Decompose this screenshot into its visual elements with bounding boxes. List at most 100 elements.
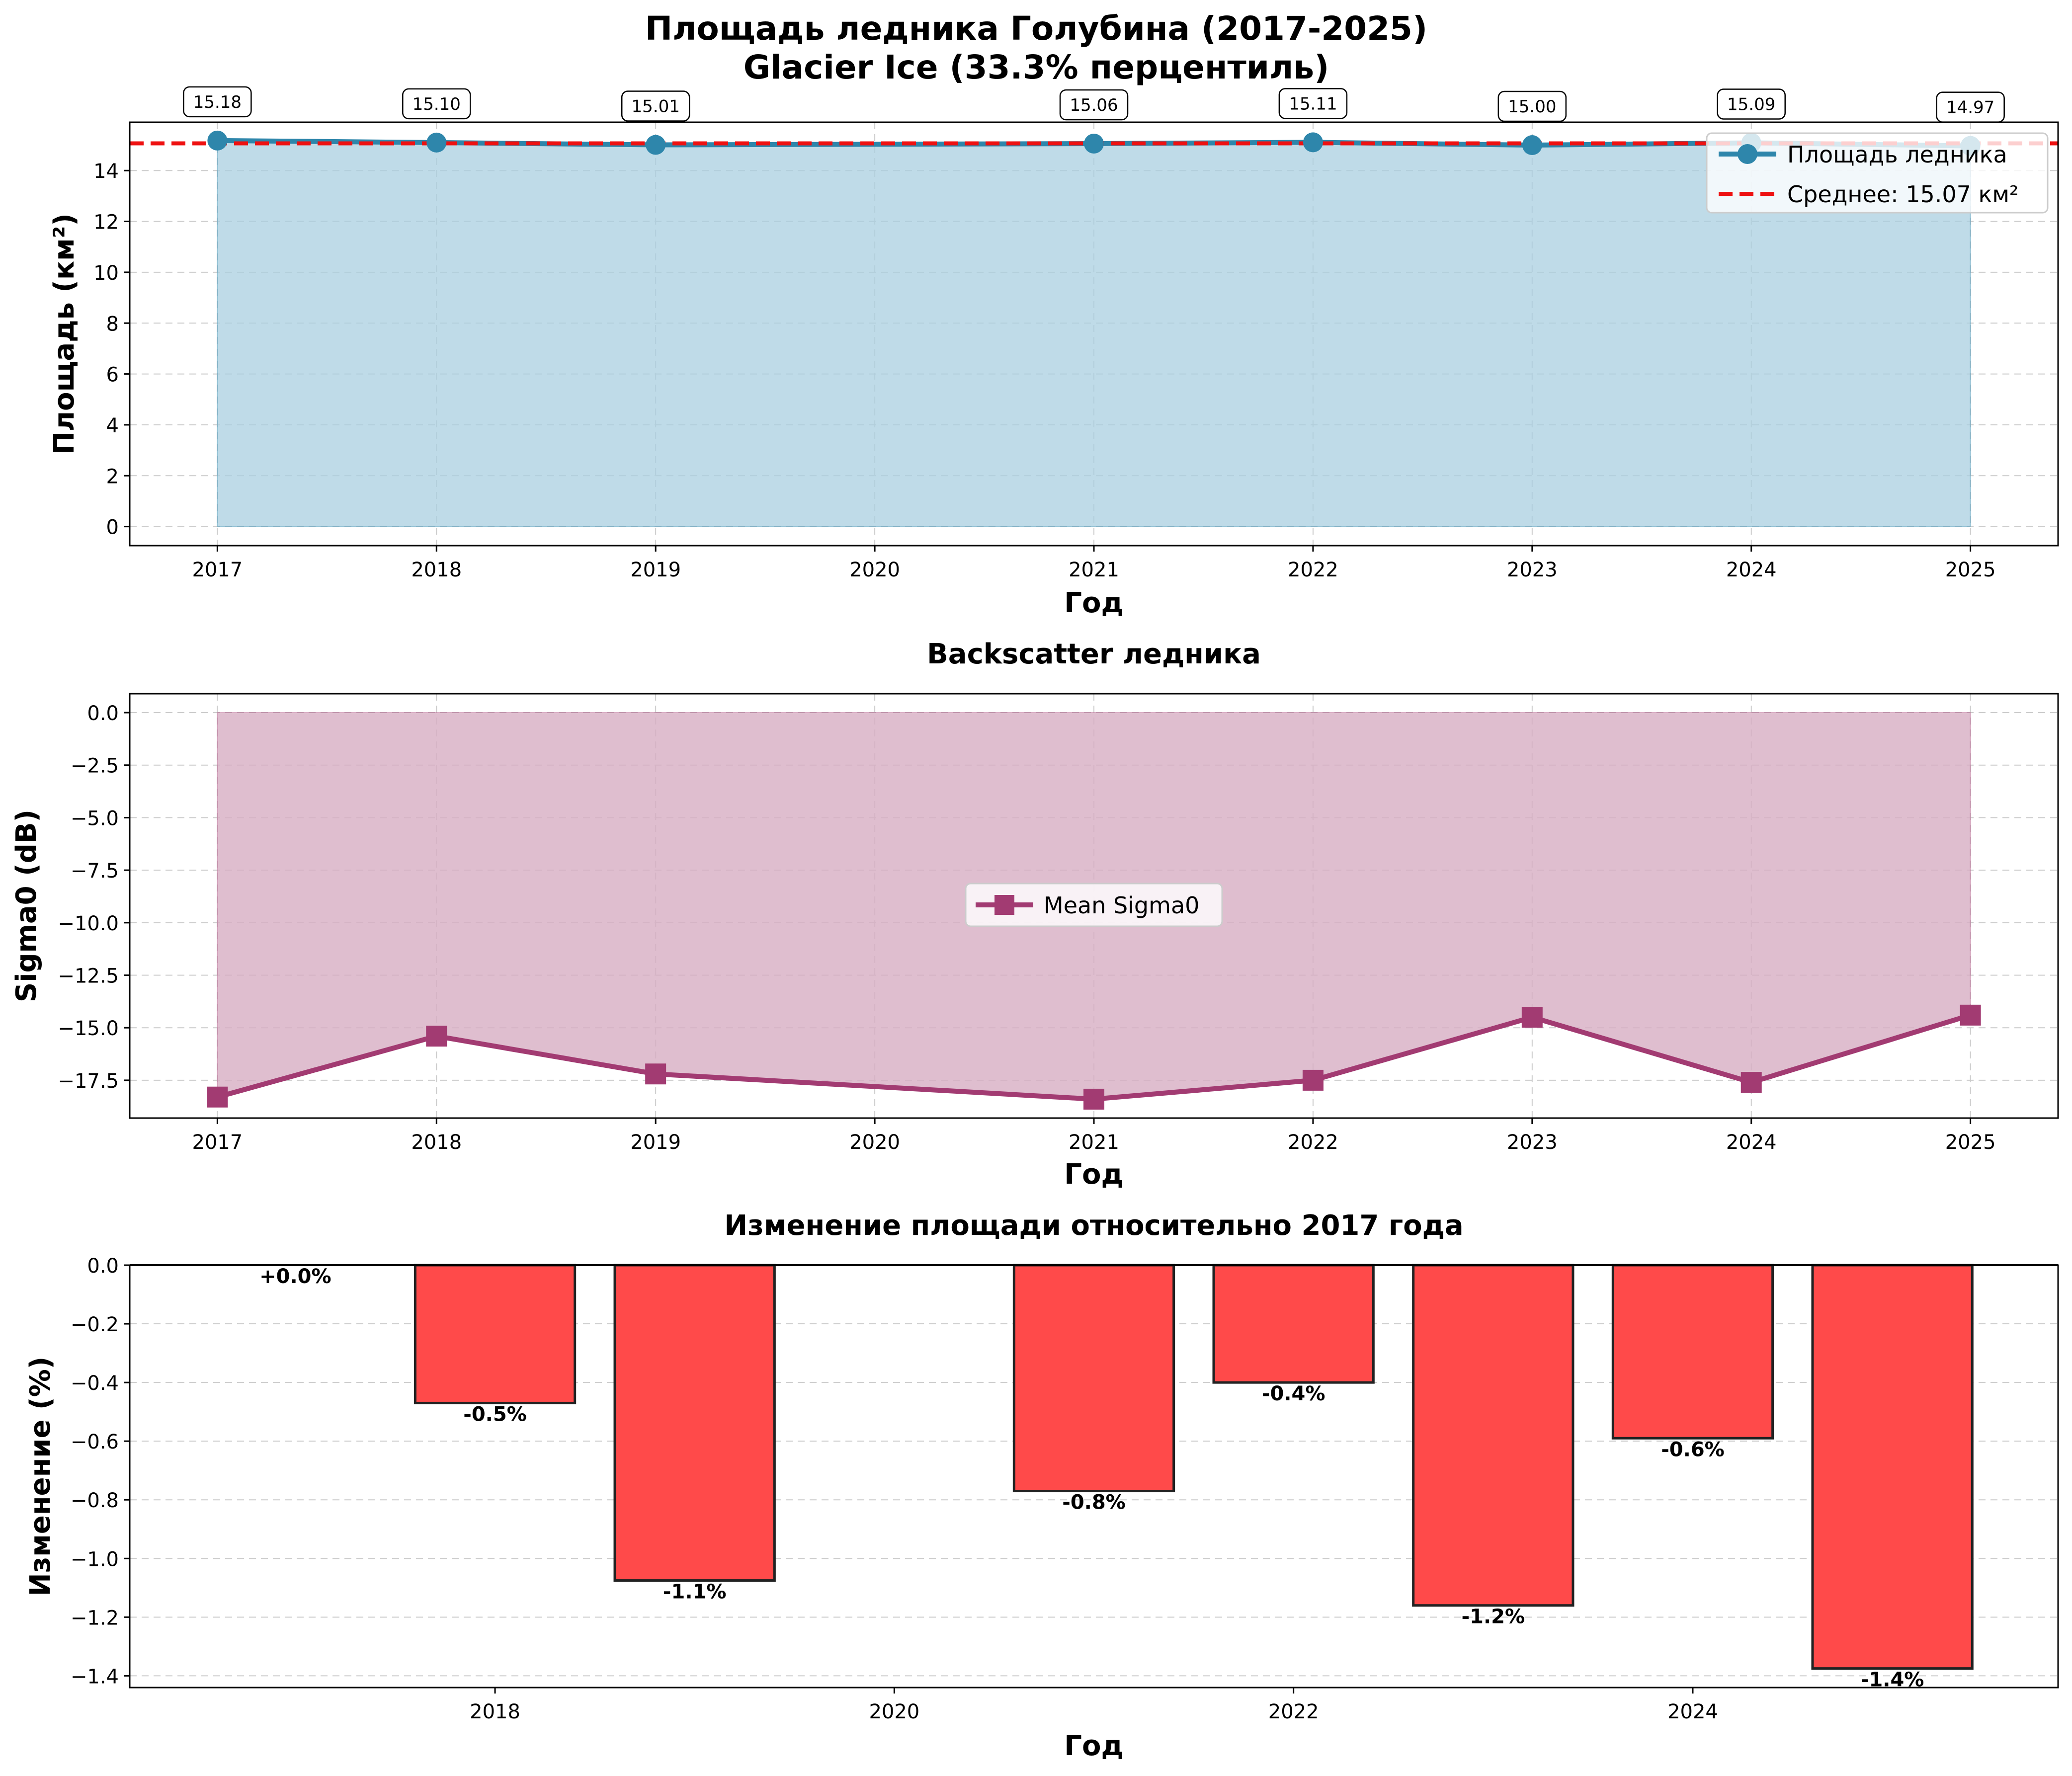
backscatter-chart-legend-box	[965, 883, 1223, 927]
change-bar-value-label: +0.0%	[259, 1265, 331, 1288]
sigma-y-tick-label: 0.0	[87, 702, 119, 725]
area-x-tick-label: 2020	[849, 559, 900, 581]
sigma-y-tick-label: −17.5	[58, 1070, 119, 1093]
change-bar-value-label: -0.4%	[1262, 1382, 1326, 1405]
area-value-label-box	[183, 86, 252, 118]
area-y-tick-label: 12	[93, 211, 119, 234]
area-value-label-box	[402, 88, 471, 120]
change-y-tick-label: 0.0	[87, 1255, 119, 1278]
change-y-tick-label: −0.8	[71, 1489, 119, 1512]
area-value-label-box	[1059, 89, 1129, 121]
change-chart-title: Изменение площади относительно 2017 года	[724, 1210, 1463, 1242]
sigma-legend-marker-swatch	[995, 895, 1014, 915]
area-y-tick-label: 6	[106, 364, 119, 387]
change-bar-value-label: -1.1%	[663, 1581, 727, 1604]
sigma-point	[1960, 1004, 1981, 1026]
area-chart-x-axis-label: Год	[1064, 587, 1123, 619]
area-value-label: 15.06	[1070, 95, 1118, 115]
backscatter-chart-title: Backscatter ледника	[927, 638, 1261, 670]
area-value-label: 15.10	[413, 94, 461, 114]
sigma-x-tick-label: 2025	[1945, 1131, 1996, 1154]
change-y-tick-label: −0.2	[71, 1313, 119, 1336]
area-y-tick-label: 8	[106, 313, 119, 335]
change-bar-value-label: -1.2%	[1462, 1606, 1525, 1628]
change-x-tick-label: 2024	[1667, 1700, 1718, 1723]
area-value-label: 15.09	[1727, 94, 1775, 114]
area-y-tick-label: 10	[93, 262, 119, 285]
sigma-x-tick-label: 2017	[192, 1131, 243, 1154]
sigma-point	[207, 1086, 228, 1108]
area-point	[207, 130, 228, 151]
sigma-y-tick-label: −5.0	[71, 807, 119, 830]
backscatter-chart-ticks: 0.0 −2.5 −5.0 −7.5 −10.0 −12.5 −15.0 −17.5 2017 2…	[58, 702, 1995, 1154]
change-chart-y-axis-label: Изменение (%)	[24, 1357, 57, 1597]
area-x-tick-label: 2022	[1288, 559, 1338, 581]
area-chart-legend-box	[1706, 132, 2049, 214]
area-value-label: 15.00	[1508, 97, 1556, 117]
sigma-y-tick-label: −7.5	[71, 860, 119, 883]
backscatter-chart-y-axis-label: Sigma0 (dB)	[10, 809, 43, 1002]
area-x-tick-label: 2021	[1069, 559, 1119, 581]
change-chart-ticks: 0.0 −0.2 −0.4 −0.6 −0.8 −1.0 −1.2 −1.4 2018 2020 2…	[71, 1255, 1718, 1723]
sigma-point	[426, 1026, 447, 1047]
area-chart-ticks: 0 2 4 6 8 10 12 14 2017 2018 2019 2020 2021 2022 2023 2…	[93, 160, 1995, 581]
area-value-label-box	[1278, 88, 1348, 119]
area-value-label: 15.18	[193, 92, 242, 112]
change-y-tick-label: −1.0	[71, 1548, 119, 1571]
change-bar-value-label: -0.5%	[463, 1403, 527, 1426]
backscatter-chart-legend: Mean Sigma0	[965, 883, 1223, 927]
change-bar	[1811, 1264, 1974, 1670]
area-point	[1084, 133, 1104, 154]
sigma-x-tick-label: 2018	[411, 1131, 462, 1154]
area-point	[1303, 132, 1323, 153]
change-chart-x-axis-label: Год	[1064, 1730, 1123, 1762]
sigma-y-tick-label: −12.5	[58, 965, 119, 988]
change-chart-frame	[129, 1264, 2059, 1689]
sigma-y-tick-label: −10.0	[58, 912, 119, 935]
area-x-tick-label: 2017	[192, 559, 243, 581]
change-bar	[613, 1264, 776, 1582]
change-y-tick-label: −1.2	[71, 1607, 119, 1629]
area-x-tick-label: 2019	[630, 559, 681, 581]
area-chart-legend: Площадь ледника Среднее: 15.07 км²	[1706, 132, 2049, 214]
area-y-tick-label: 14	[93, 160, 119, 183]
change-chart-plot: +0.0%-0.5%-1.1%-0.8%-0.4%-1.2%-0.6%-1.4%	[130, 1264, 2058, 1692]
area-y-tick-label: 4	[106, 414, 119, 437]
area-legend-label: Площадь ледника	[1787, 141, 2007, 168]
sigma-legend-label: Mean Sigma0	[1044, 892, 1199, 919]
sigma-x-tick-label: 2021	[1069, 1131, 1119, 1154]
area-y-tick-label: 2	[106, 465, 119, 488]
change-bar	[1212, 1264, 1375, 1384]
area-y-tick-label: 0	[106, 516, 119, 539]
area-value-label: 14.97	[1946, 98, 1994, 118]
area-value-label: 15.11	[1289, 94, 1337, 114]
area-x-tick-label: 2024	[1726, 559, 1777, 581]
backscatter-chart-x-axis-label: Год	[1064, 1158, 1123, 1191]
sigma-point	[1302, 1069, 1324, 1091]
area-value-label-box	[1497, 90, 1567, 122]
area-point	[426, 132, 447, 153]
change-bar	[1412, 1264, 1575, 1607]
sigma-series-line	[217, 1013, 1972, 1102]
area-chart: 15.18 15.10 15.01 15.06 15.11 15.00 15.09 14.97…	[48, 86, 2059, 619]
area-x-tick-label: 2025	[1945, 559, 1996, 581]
sigma-y-tick-label: −2.5	[71, 755, 119, 778]
sigma-x-tick-label: 2022	[1288, 1131, 1338, 1154]
area-value-label-box	[621, 90, 690, 122]
figure-title-line2: Glacier Ice (33.3% перцентиль)	[744, 48, 1329, 86]
change-y-tick-label: −0.6	[71, 1431, 119, 1453]
sigma-x-tick-label: 2023	[1507, 1131, 1558, 1154]
change-chart: Изменение площади относительно 2017 года…	[24, 1210, 2059, 1762]
change-bar	[1012, 1264, 1175, 1493]
figure-title-line1: Площадь ледника Голубина (2017-2025)	[645, 9, 1427, 48]
area-legend-marker-swatch	[1738, 144, 1757, 164]
change-y-tick-label: −1.4	[71, 1665, 119, 1688]
area-point	[1522, 135, 1542, 156]
change-bar-value-label: -0.8%	[1062, 1491, 1126, 1514]
sigma-point	[1740, 1072, 1762, 1093]
mean-legend-label: Среднее: 15.07 км²	[1787, 181, 2018, 208]
change-x-tick-label: 2018	[470, 1700, 520, 1723]
sigma-x-tick-label: 2024	[1726, 1131, 1777, 1154]
change-bar	[414, 1264, 577, 1404]
